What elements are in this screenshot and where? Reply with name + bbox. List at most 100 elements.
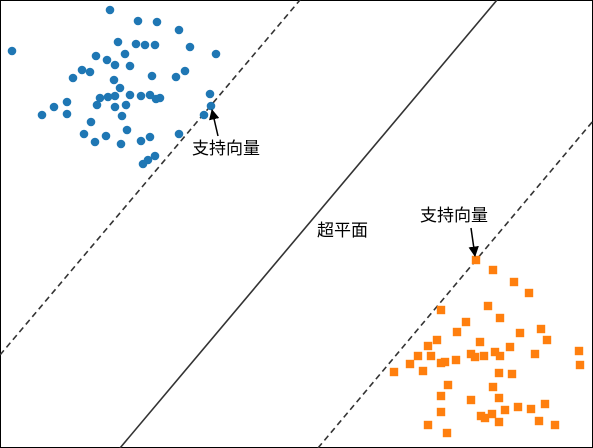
class-b-point-36 — [436, 391, 446, 401]
class-a-point-0 — [105, 5, 115, 15]
class-b-point-10 — [432, 335, 442, 345]
class-b-point-9 — [515, 328, 525, 338]
class-a-point-20 — [109, 75, 119, 85]
class-a-point-27 — [110, 91, 120, 101]
class-b-point-12 — [452, 327, 462, 337]
class-b-point-31 — [440, 357, 450, 367]
class-b-points — [389, 255, 585, 438]
class-a-point-43 — [206, 101, 216, 111]
class-b-point-28 — [530, 349, 540, 359]
class-a-point-18 — [68, 73, 78, 83]
class-a-point-16 — [77, 65, 87, 75]
hyperplane-line — [119, 0, 498, 448]
class-a-point-36 — [155, 93, 165, 103]
class-a-point-9 — [185, 42, 195, 52]
class-a-point-22 — [180, 66, 190, 76]
class-b-point-1 — [488, 265, 498, 275]
class-b-point-4 — [436, 305, 446, 315]
class-b-point-21 — [495, 351, 505, 361]
class-b-point-22 — [574, 346, 584, 356]
class-b-point-51 — [500, 405, 510, 415]
class-a-point-46 — [122, 125, 132, 135]
hyperplane-label: 超平面 — [317, 221, 368, 241]
class-a-point-52 — [150, 151, 160, 161]
class-b-point-40 — [526, 404, 536, 414]
class-a-point-24 — [125, 90, 135, 100]
support-vector-arrow-upper — [209, 108, 220, 137]
class-b-point-41 — [540, 399, 550, 409]
class-a-point-5 — [113, 37, 123, 47]
class-a-points — [7, 5, 221, 169]
class-b-point-45 — [476, 411, 486, 421]
class-a-point-39 — [37, 110, 47, 120]
class-a-point-45 — [101, 131, 111, 141]
class-a-point-28 — [136, 91, 146, 101]
class-b-point-17 — [426, 351, 436, 361]
class-a-point-1 — [133, 16, 143, 26]
class-a-point-32 — [49, 102, 59, 112]
class-a-point-12 — [120, 49, 130, 59]
class-b-point-38 — [494, 393, 504, 403]
class-b-point-6 — [483, 301, 493, 311]
class-b-point-3 — [524, 288, 534, 298]
class-a-point-3 — [174, 25, 184, 35]
class-b-point-34 — [443, 380, 453, 390]
class-b-point-2 — [509, 277, 519, 287]
class-b-point-42 — [436, 407, 446, 417]
class-b-point-15 — [542, 335, 552, 345]
class-a-point-40 — [117, 111, 127, 121]
class-b-point-27 — [494, 368, 504, 378]
class-a-point-31 — [62, 97, 72, 107]
class-a-point-15 — [125, 61, 135, 71]
class-a-point-35 — [121, 100, 131, 110]
support-vector-arrow-lower — [468, 227, 479, 258]
class-b-point-49 — [534, 416, 544, 426]
class-a-point-41 — [199, 110, 209, 120]
class-a-point-37 — [205, 89, 215, 99]
class-a-point-47 — [145, 132, 155, 142]
class-a-point-7 — [140, 40, 150, 50]
class-a-point-49 — [90, 137, 100, 147]
class-a-point-8 — [150, 40, 160, 50]
class-b-point-46 — [423, 420, 433, 430]
class-a-point-13 — [102, 55, 112, 65]
class-b-point-30 — [418, 366, 428, 376]
class-b-point-14 — [505, 342, 515, 352]
class-a-point-38 — [62, 109, 72, 119]
class-a-point-54 — [138, 159, 148, 169]
class-b-point-7 — [495, 313, 505, 323]
class-a-point-48 — [174, 129, 184, 139]
class-b-point-39 — [513, 402, 523, 412]
class-b-point-11 — [423, 341, 433, 351]
class-b-point-33 — [575, 360, 585, 370]
class-b-point-8 — [536, 324, 546, 334]
class-b-point-19 — [479, 351, 489, 361]
class-b-point-16 — [413, 351, 423, 361]
class-a-point-6 — [131, 39, 141, 49]
support-vector-label-lower: 支持向量 — [420, 206, 488, 226]
class-a-point-23 — [115, 83, 125, 93]
class-b-point-32 — [507, 369, 517, 379]
class-b-point-0 — [471, 255, 481, 265]
class-a-point-33 — [92, 100, 102, 110]
class-a-point-26 — [103, 92, 113, 102]
class-b-point-37 — [466, 395, 476, 405]
class-a-point-17 — [85, 67, 95, 77]
class-a-point-14 — [110, 60, 120, 70]
class-a-point-2 — [152, 17, 162, 27]
class-b-point-5 — [461, 317, 471, 327]
class-a-point-34 — [110, 102, 120, 112]
class-b-point-47 — [442, 428, 452, 438]
class-b-point-44 — [487, 409, 497, 419]
class-a-point-42 — [86, 117, 96, 127]
class-a-point-44 — [79, 129, 89, 139]
class-b-point-23 — [405, 359, 415, 369]
class-a-point-51 — [136, 136, 146, 146]
support-vector-label-upper: 支持向量 — [192, 139, 260, 159]
class-a-point-19 — [147, 71, 157, 81]
class-b-point-35 — [488, 382, 498, 392]
class-b-point-26 — [470, 352, 480, 362]
class-b-point-20 — [490, 347, 500, 357]
class-b-point-50 — [550, 420, 560, 430]
